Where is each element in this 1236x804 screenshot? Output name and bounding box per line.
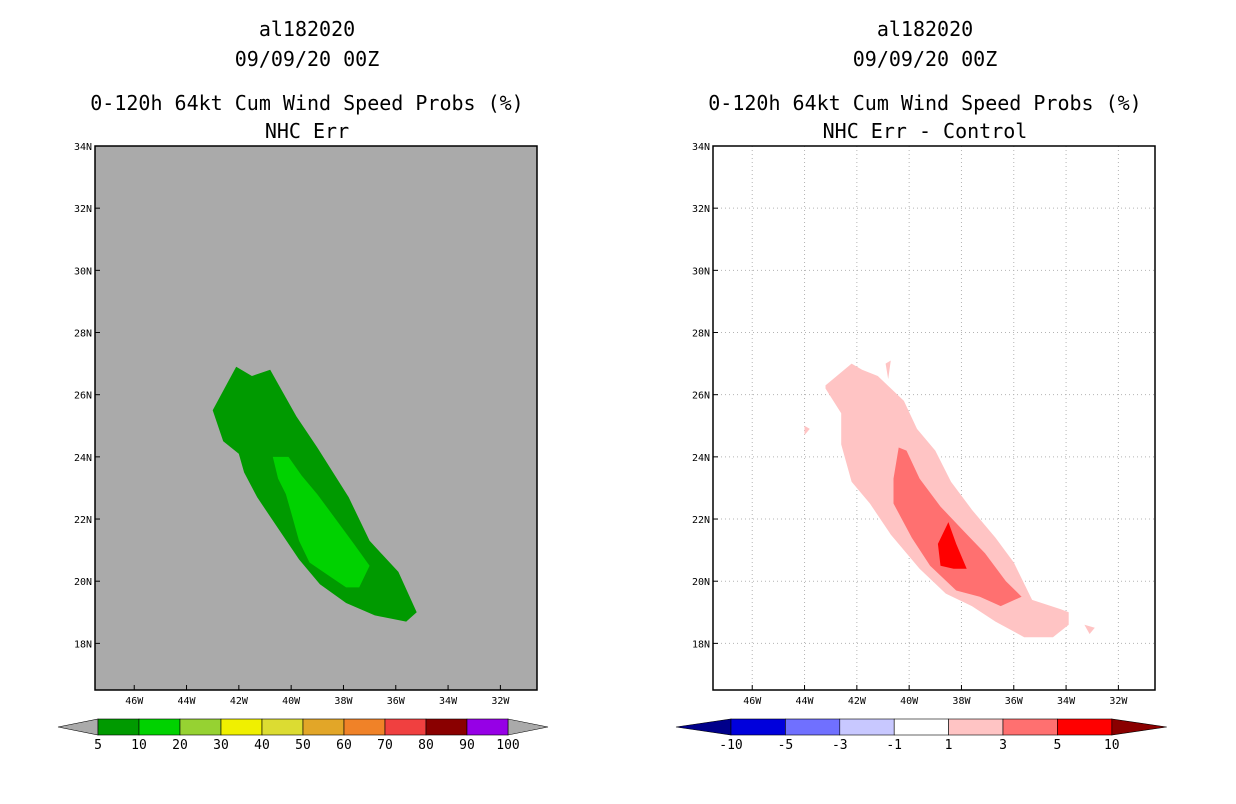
colorbar-swatch: [261, 718, 304, 736]
y-tick-label: 22N: [692, 515, 710, 526]
x-tick-label: 36W: [387, 696, 406, 707]
y-tick-label: 24N: [74, 453, 92, 464]
colorbar: 5 10 20 30 40 50 60 70 80 90 100: [57, 718, 549, 753]
colorbar-swatch: [1057, 718, 1113, 736]
colorbar-label: 10: [131, 738, 147, 753]
chart-title-line: 09/09/20 00Z: [235, 47, 380, 71]
x-tick-label: 42W: [848, 696, 867, 707]
chart-panel-2: al182020 09/09/20 00Z 0-120h 64kt Cum Wind…: [675, 17, 1167, 753]
x-tick-label: 44W: [178, 696, 197, 707]
colorbar-label: 10: [1104, 738, 1120, 753]
chart-title-line: 0-120h 64kt Cum Wind Speed Probs (%): [708, 91, 1141, 115]
colorbar-label: 40: [254, 738, 270, 753]
chart-title-line: al182020: [259, 17, 355, 41]
colorbar-label: 100: [496, 738, 519, 753]
x-tick-label: 46W: [743, 696, 762, 707]
x-tick-label: 42W: [230, 696, 249, 707]
colorbar-label: 60: [336, 738, 352, 753]
colorbar-label: 70: [377, 738, 393, 753]
y-tick-label: 30N: [74, 266, 92, 277]
plot-frame: [94, 145, 538, 691]
contour-fill-5: [937, 522, 967, 569]
x-tick-label: 38W: [952, 696, 971, 707]
y-tick-label: 28N: [692, 329, 710, 340]
y-tick-label: 34N: [74, 142, 92, 153]
contour-fill-1: [825, 363, 1069, 638]
contour-fill-1: [885, 360, 891, 380]
y-tick-label: 34N: [692, 142, 710, 153]
colorbar-label: 1: [945, 738, 953, 753]
colorbar-label: -3: [832, 738, 848, 753]
colorbar-swatch: [97, 718, 140, 736]
plot-area: [95, 146, 537, 690]
chart-panel-1: al182020 09/09/20 00Z 0-120h 64kt Cum Wind…: [57, 17, 549, 753]
colorbar-label: 30: [213, 738, 229, 753]
x-tick-label: 34W: [1057, 696, 1076, 707]
y-tick-label: 18N: [74, 639, 92, 650]
y-tick-label: 32N: [74, 204, 92, 215]
colorbar-label: 80: [418, 738, 434, 753]
y-tick-label: 24N: [692, 453, 710, 464]
colorbar-swatch: [839, 718, 895, 736]
y-tick-label: 18N: [692, 639, 710, 650]
x-tick-label: 44W: [796, 696, 815, 707]
colorbar-swatch: [1002, 718, 1058, 736]
colorbar-swatch: [179, 718, 222, 736]
colorbar-label: -1: [886, 738, 902, 753]
colorbar-swatch: [138, 718, 181, 736]
plot-area: [713, 146, 1155, 690]
x-tick-label: 40W: [282, 696, 301, 707]
x-tick-label: 34W: [439, 696, 458, 707]
colorbar-label: -10: [719, 738, 742, 753]
x-tick-label: 32W: [1109, 696, 1128, 707]
colorbar-label: 5: [94, 738, 102, 753]
contour-fill-10: [272, 456, 370, 588]
x-tick-label: 36W: [1005, 696, 1024, 707]
x-tick-label: 32W: [491, 696, 510, 707]
colorbar-label: 90: [459, 738, 475, 753]
x-tick-label: 46W: [125, 696, 144, 707]
colorbar-swatch: [384, 718, 427, 736]
y-tick-label: 20N: [692, 577, 710, 588]
colorbar-swatch: [425, 718, 468, 736]
x-tick-label: 38W: [334, 696, 353, 707]
colorbar-swatch: [893, 718, 949, 736]
colorbar-label: -5: [778, 738, 794, 753]
y-tick-label: 20N: [74, 577, 92, 588]
y-tick-label: 28N: [74, 329, 92, 340]
colorbar-label: 50: [295, 738, 311, 753]
colorbar: -10 -5 -3 -1 1 3 5 10: [675, 718, 1167, 753]
chart-title-line: 0-120h 64kt Cum Wind Speed Probs (%): [90, 91, 523, 115]
colorbar-swatch: [343, 718, 386, 736]
y-tick-label: 32N: [692, 204, 710, 215]
plot-frame: [712, 145, 1156, 691]
y-tick-label: 30N: [692, 266, 710, 277]
chart-title-line: al182020: [877, 17, 973, 41]
contour-fill-1: [1084, 624, 1095, 634]
colorbar-swatch: [302, 718, 345, 736]
colorbar-swatch: [730, 718, 786, 736]
y-tick-label: 26N: [692, 391, 710, 402]
colorbar-swatch: [220, 718, 263, 736]
colorbar-swatch: [466, 718, 509, 736]
x-tick-label: 40W: [900, 696, 919, 707]
chart-title-line: 09/09/20 00Z: [853, 47, 998, 71]
chart-title-line: NHC Err - Control: [823, 119, 1028, 143]
colorbar-swatch: [948, 718, 1004, 736]
colorbar-label: 5: [1053, 738, 1061, 753]
colorbar-label: 3: [999, 738, 1007, 753]
contour-fill-1: [804, 425, 810, 436]
colorbar-label: 20: [172, 738, 188, 753]
colorbar-swatch: [785, 718, 841, 736]
chart-title-line: NHC Err: [265, 119, 349, 143]
contour-fill-3: [893, 447, 1022, 607]
y-tick-label: 22N: [74, 515, 92, 526]
y-tick-label: 26N: [74, 391, 92, 402]
